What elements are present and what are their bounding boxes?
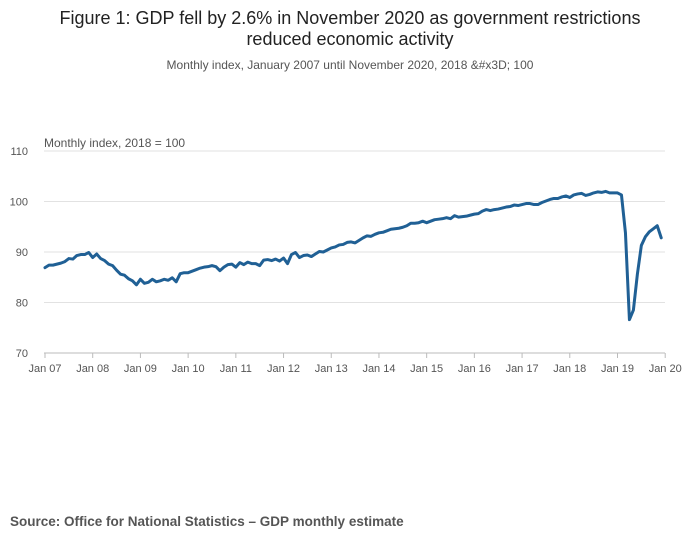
- x-tick-label: Jan 09: [124, 363, 157, 375]
- chart-title: Figure 1: GDP fell by 2.6% in November 2…: [0, 8, 700, 50]
- source-note: Source: Office for National Statistics –…: [10, 514, 404, 529]
- x-axis: Jan 07 Jan 08 Jan 09 Jan 10 Jan 11 Jan 12 Jan …: [28, 353, 682, 375]
- y-tick-label: 70: [16, 348, 28, 360]
- x-tick-label: Jan 16: [458, 363, 491, 375]
- x-tick-label: Jan 07: [28, 363, 61, 375]
- x-tick-label: Jan 18: [553, 363, 586, 375]
- x-tick-label: Jan 20: [649, 363, 682, 375]
- x-tick-label: Jan 10: [172, 363, 205, 375]
- x-tick-label: Jan 17: [506, 363, 539, 375]
- gridlines: [44, 150, 665, 354]
- series-line-gdp: [43, 189, 663, 322]
- x-tick-label: Jan 19: [601, 363, 634, 375]
- y-axis: 70 80 90 100 110: [10, 146, 28, 360]
- y-tick-label: 110: [10, 146, 28, 158]
- plot-area: [43, 189, 663, 322]
- x-tick-label: Jan 12: [267, 363, 300, 375]
- x-tick-label: Jan 08: [76, 363, 109, 375]
- x-tick-label: Jan 14: [362, 363, 395, 375]
- chart-title-line-2: reduced economic activity: [246, 29, 454, 49]
- x-tick-label: Jan 13: [315, 363, 348, 375]
- x-tick-label: Jan 11: [220, 363, 252, 375]
- y-axis-label: Monthly index, 2018 = 100: [44, 136, 185, 150]
- x-tick-label: Jan 15: [410, 363, 443, 375]
- chart-title-line-1: Figure 1: GDP fell by 2.6% in November 2…: [59, 8, 641, 28]
- y-tick-label: 90: [16, 247, 28, 259]
- y-tick-label: 100: [10, 197, 28, 209]
- chart-subtitle: Monthly index, January 2007 until Novemb…: [166, 58, 534, 72]
- y-tick-label: 80: [16, 298, 28, 310]
